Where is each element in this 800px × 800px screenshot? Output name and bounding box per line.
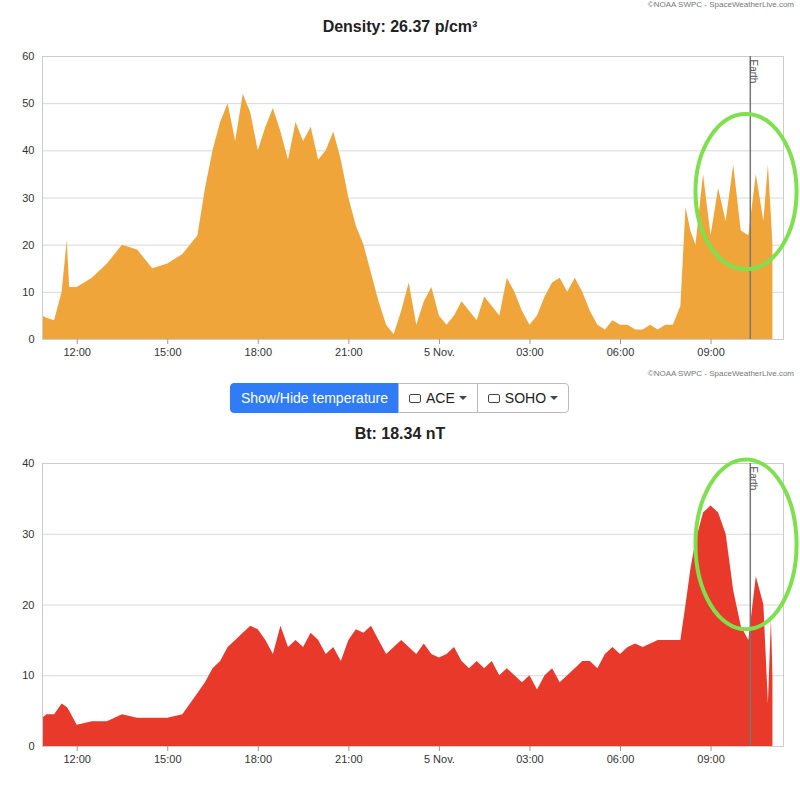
svg-text:15:00: 15:00	[154, 753, 182, 765]
svg-text:40: 40	[22, 144, 34, 156]
html-text:©NOAA SWPC - SpaceWeatherLive.: ©NOAA SWPC - SpaceWeatherLive.com	[647, 369, 794, 378]
svg-text:15:00: 15:00	[154, 346, 182, 358]
svg-text:09:00: 09:00	[697, 346, 725, 358]
svg-text:50: 50	[22, 97, 34, 109]
svg-text:Earth: Earth	[748, 60, 759, 84]
svg-text:03:00: 03:00	[516, 346, 544, 358]
svg-text:5 Nov.: 5 Nov.	[424, 346, 455, 358]
svg-text:06:00: 06:00	[607, 346, 635, 358]
svg-text:10: 10	[22, 286, 34, 298]
html-text:Density: 26.37 p/cm³: Density: 26.37 p/cm³	[322, 18, 478, 35]
svg-text:30: 30	[22, 528, 34, 540]
svg-text:21:00: 21:00	[335, 753, 363, 765]
html-text:SOHO: SOHO	[504, 390, 546, 406]
svg-text:09:00: 09:00	[697, 753, 725, 765]
svg-text:5 Nov.: 5 Nov.	[424, 753, 455, 765]
svg-text:18:00: 18:00	[245, 346, 273, 358]
html-text:©NOAA SWPC - SpaceWeatherLive.: ©NOAA SWPC - SpaceWeatherLive.com	[647, 0, 794, 9]
svg-text:Earth: Earth	[748, 467, 759, 491]
svg-text:60: 60	[22, 50, 34, 62]
html-text:Bt: 18.34 nT: Bt: 18.34 nT	[354, 425, 446, 442]
svg-text:20: 20	[22, 599, 34, 611]
svg-text:0: 0	[28, 740, 34, 752]
svg-text:12:00: 12:00	[63, 753, 91, 765]
svg-text:0: 0	[28, 333, 34, 345]
html-text:Show/Hide temperature: Show/Hide temperature	[240, 390, 388, 406]
svg-text:12:00: 12:00	[63, 346, 91, 358]
svg-text:03:00: 03:00	[516, 753, 544, 765]
svg-text:10: 10	[22, 669, 34, 681]
html-text:ACE: ACE	[426, 390, 455, 406]
svg-text:21:00: 21:00	[335, 346, 363, 358]
svg-text:20: 20	[22, 239, 34, 251]
svg-text:40: 40	[22, 457, 34, 469]
svg-text:18:00: 18:00	[245, 753, 273, 765]
svg-text:06:00: 06:00	[607, 753, 635, 765]
svg-text:30: 30	[22, 192, 34, 204]
